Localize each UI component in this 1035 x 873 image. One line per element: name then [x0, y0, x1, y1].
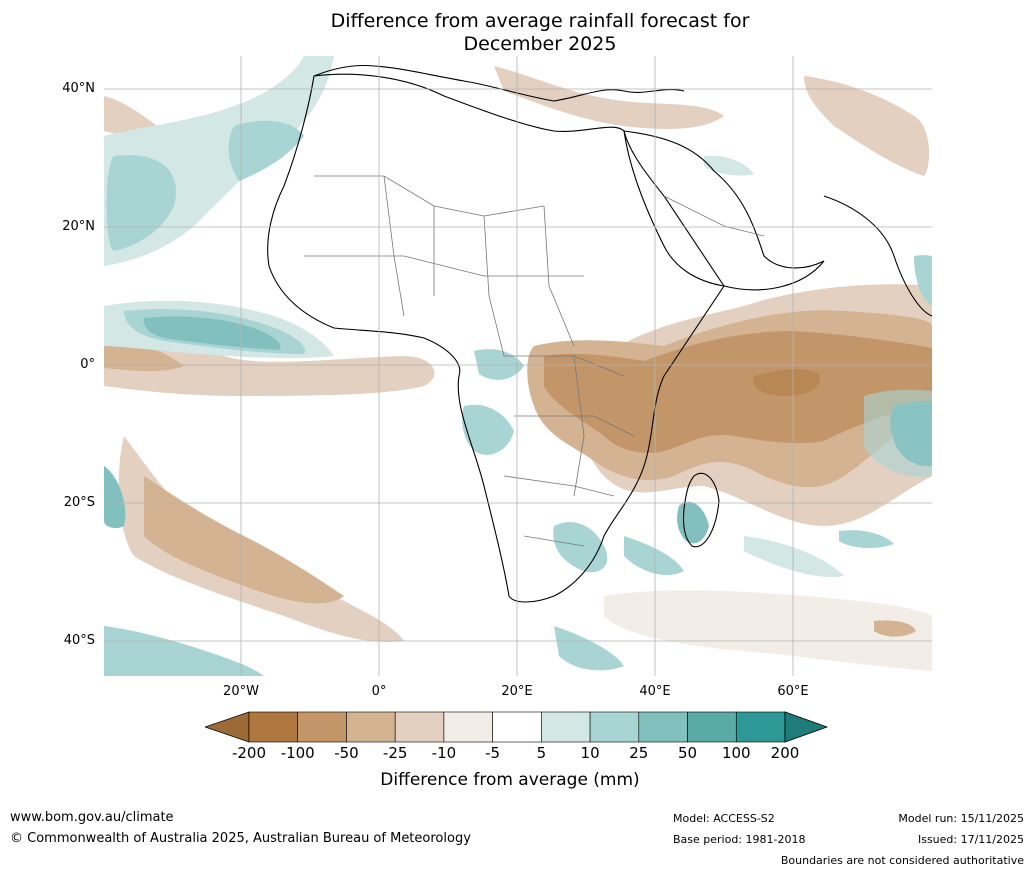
lon-label-20w: 20°W — [223, 684, 259, 699]
dry-anomaly-regions — [104, 66, 932, 671]
colorbar-segment — [638, 711, 688, 743]
colorbar-title: Difference from average (mm) — [380, 770, 640, 790]
colorbar-segment — [346, 711, 396, 743]
colorbar-tick-label: 25 — [629, 744, 649, 762]
southern-ocean-wet-west — [104, 626, 264, 676]
lat-label-20s: 20°S — [63, 495, 95, 510]
colorbar-segment — [394, 711, 445, 743]
persian-gulf-wet — [704, 155, 754, 176]
colorbar-segment — [248, 711, 299, 743]
gulf-of-guinea-wet-inner — [143, 316, 281, 350]
chart-title-line2: December 2025 — [463, 33, 617, 55]
colorbar-segment — [687, 711, 737, 743]
arabian-peninsula-coastline — [623, 130, 825, 291]
madagascar-coastline — [682, 472, 720, 548]
mozambique-channel-wet — [744, 536, 844, 577]
colorbar-segment — [492, 711, 542, 743]
colorbar-segment — [589, 711, 640, 743]
colorbar — [205, 711, 829, 743]
north-atlantic-dry — [104, 96, 164, 137]
lat-label-20n: 20°N — [62, 219, 95, 234]
colorbar-extend-high — [784, 711, 829, 743]
lon-label-0: 0° — [371, 684, 387, 699]
europe-coastline — [313, 64, 685, 102]
south-atlantic-dry-mid — [144, 476, 344, 604]
north-atlantic-wet-band — [228, 120, 304, 181]
southern-ocean-dry-patch — [874, 620, 916, 637]
colorbar-tick-label: -5 — [485, 744, 501, 762]
lat-label-40s: 40°S — [63, 633, 95, 648]
country-boundaries — [304, 175, 765, 547]
footer-model-run: Model run: 15/11/2025 — [898, 812, 1024, 825]
colorbar-segment — [735, 711, 786, 743]
chart-title-line1: Difference from average rainfall forecas… — [330, 10, 750, 32]
colorbar-segment — [297, 711, 347, 743]
footer-copyright: © Commonwealth of Australia 2025, Austra… — [10, 831, 471, 846]
southern-ocean-wet-centre — [554, 626, 624, 671]
footer-model: Model: ACCESS-S2 — [673, 812, 775, 825]
southern-africa-wet — [553, 522, 608, 573]
colorbar-tick-label: -10 — [431, 744, 457, 762]
colorbar-tick-label: 100 — [721, 744, 751, 762]
southern-africa-wet-east — [624, 536, 684, 576]
africa-coastline — [267, 73, 725, 603]
middle-east-dry — [804, 76, 930, 176]
east-africa-dry-core — [753, 368, 820, 396]
footer-website[interactable]: www.bom.gov.au/climate — [10, 810, 174, 825]
coastlines — [267, 64, 932, 603]
footer-base-period: Base period: 1981-2018 — [673, 833, 806, 846]
southern-ocean-dry — [604, 590, 932, 671]
colorbar-tick-label: -50 — [334, 744, 359, 762]
colorbar-segment — [443, 711, 493, 743]
colorbar-tick-label: -100 — [280, 744, 315, 762]
colorbar-tick-label: 50 — [677, 744, 698, 762]
colorbar-tick-label: 10 — [580, 744, 600, 762]
south-indian-ocean-wet-outer — [864, 389, 932, 477]
rainfall-anomaly-map — [104, 56, 932, 676]
colorbar-tick-label: 5 — [536, 744, 547, 762]
lon-label-20e: 20°E — [501, 684, 533, 699]
india-coastline — [823, 195, 932, 317]
colorbar-tick-label: 200 — [770, 744, 800, 762]
footer-issued: Issued: 17/11/2025 — [917, 833, 1024, 846]
lon-label-40e: 40°E — [639, 684, 671, 699]
footer-disclaimer: Boundaries are not considered authoritat… — [780, 854, 1024, 867]
east-africa-indian-ocean-dry-inner — [544, 331, 932, 453]
equatorial-atlantic-dry-inner — [104, 340, 184, 372]
colorbar-segment — [541, 711, 591, 743]
mediterranean-dry — [494, 66, 724, 129]
lon-label-60e: 60°E — [777, 684, 809, 699]
lat-label-equator: 0° — [80, 357, 95, 372]
south-atlantic-wet-west — [104, 466, 126, 529]
india-wet — [914, 255, 932, 306]
graticule — [104, 56, 932, 676]
congo-wet — [462, 404, 514, 455]
lat-label-40n: 40°N — [62, 81, 95, 96]
colorbar-tick-label: -25 — [382, 744, 408, 762]
colorbar-tick-label: -200 — [231, 744, 267, 762]
congo-wet-north — [474, 349, 524, 380]
colorbar-extend-low — [205, 711, 250, 743]
southern-indian-wet-patch — [839, 530, 894, 548]
